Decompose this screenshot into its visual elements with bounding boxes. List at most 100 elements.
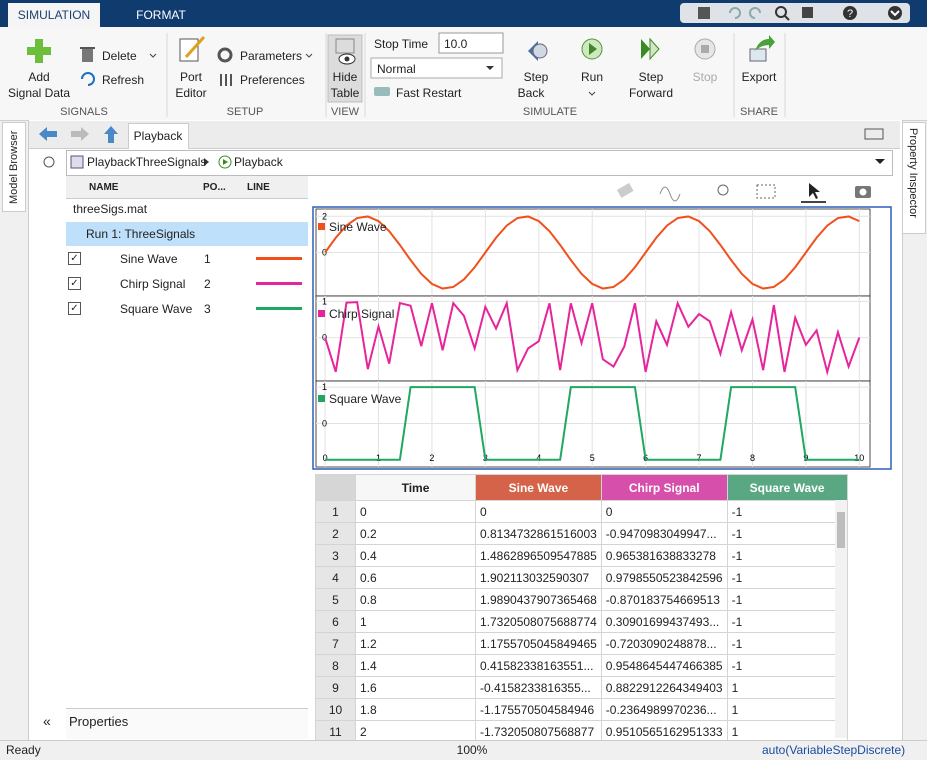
table-cell: 0.30901699437493...: [601, 611, 727, 633]
table-cell: 0: [356, 501, 476, 523]
table-row: 101.8-1.175570504584946-0.2364989970236.…: [316, 699, 848, 721]
table-cell: 0.41582338163551...: [476, 655, 602, 677]
table-cell: -1: [727, 545, 847, 567]
x-tick-label: 2: [429, 453, 434, 463]
row-index: 4: [316, 567, 356, 589]
table-cell: -0.2364989970236...: [601, 699, 727, 721]
table-row: 71.21.1755705045849465-0.7203090248878..…: [316, 633, 848, 655]
table-cell: -1: [727, 523, 847, 545]
line-style: [256, 282, 302, 285]
row-index: 2: [316, 523, 356, 545]
x-tick-label: 5: [590, 453, 595, 463]
table-cell: 1.1755705045849465: [476, 633, 602, 655]
signal-name[interactable]: Chirp Signal: [120, 277, 185, 291]
table-cell: -1: [727, 589, 847, 611]
table-cell: 1: [727, 699, 847, 721]
legend-label: Chirp Signal: [329, 307, 394, 321]
table-cell: 0.9548645447466385: [601, 655, 727, 677]
table-cell: 1.4862896509547885: [476, 545, 602, 567]
legend-label: Square Wave: [329, 392, 402, 406]
row-index: 5: [316, 589, 356, 611]
table-cell: -1: [727, 567, 847, 589]
table-row: 20.20.8134732861516003-0.9470983049947..…: [316, 523, 848, 545]
table-cell: 0: [601, 501, 727, 523]
table-cell: 0: [476, 501, 602, 523]
legend-swatch: [318, 223, 325, 230]
table-cell: 1.7320508075688774: [476, 611, 602, 633]
scrollbar[interactable]: [835, 500, 847, 738]
table-cell: 1.9890437907365468: [476, 589, 602, 611]
table-cell: -0.7203090248878...: [601, 633, 727, 655]
signal-name[interactable]: Square Wave: [120, 302, 192, 316]
checkbox[interactable]: ✓: [68, 302, 81, 315]
table-row: 611.73205080756887740.30901699437493...-…: [316, 611, 848, 633]
table-cell: 0.9798550523842596: [601, 567, 727, 589]
table-cell: -1.175570504584946: [476, 699, 602, 721]
table-cell: -1: [727, 655, 847, 677]
data-table: TimeSine WaveChirp SignalSquare Wave 100…: [315, 474, 848, 743]
properties-label[interactable]: Properties: [69, 715, 128, 729]
table-cell: -1: [727, 611, 847, 633]
status-solver[interactable]: auto(VariableStepDiscrete): [762, 743, 905, 757]
index-header: [316, 475, 356, 501]
row-index: 8: [316, 655, 356, 677]
line-style: [256, 257, 302, 260]
column-header[interactable]: Sine Wave: [476, 475, 602, 501]
table-cell: 0.965381638833278: [601, 545, 727, 567]
x-tick-label: 0: [323, 453, 328, 463]
table-cell: 0.8822912264349403: [601, 677, 727, 699]
table-cell: -0.870183754669513: [601, 589, 727, 611]
table-row: 1000-1: [316, 501, 848, 523]
legend-swatch: [318, 310, 325, 317]
table-cell: -0.9470983049947...: [601, 523, 727, 545]
status-zoom: 100%: [457, 743, 488, 757]
legend-swatch: [318, 395, 325, 402]
row-index: 1: [316, 501, 356, 523]
signal-name[interactable]: Sine Wave: [120, 252, 178, 266]
legend-label: Sine Wave: [329, 220, 387, 234]
signal-port: 1: [204, 252, 211, 266]
status-text: Ready: [6, 743, 41, 757]
row-index: 6: [316, 611, 356, 633]
table-cell: 1: [356, 611, 476, 633]
row-index: 7: [316, 633, 356, 655]
table-cell: 0.8134732861516003: [476, 523, 602, 545]
table-row: 50.81.9890437907365468-0.870183754669513…: [316, 589, 848, 611]
y-tick-label: 2: [322, 211, 327, 221]
x-tick-label: 4: [536, 453, 541, 463]
table-row: 81.40.41582338163551...0.954864544746638…: [316, 655, 848, 677]
x-tick-label: 7: [697, 453, 702, 463]
table-cell: -1: [727, 501, 847, 523]
table-cell: -0.4158233816355...: [476, 677, 602, 699]
row-index: 3: [316, 545, 356, 567]
table-cell: -1: [727, 633, 847, 655]
column-header[interactable]: Square Wave: [727, 475, 847, 501]
table-cell: 1.2: [356, 633, 476, 655]
checkbox[interactable]: ✓: [68, 252, 81, 265]
table-cell: 1.902113032590307: [476, 567, 602, 589]
line-style: [256, 307, 302, 310]
column-header[interactable]: Time: [356, 475, 476, 501]
row-index: 10: [316, 699, 356, 721]
x-tick-label: 10: [854, 453, 864, 463]
x-tick-label: 1: [376, 453, 381, 463]
checkbox[interactable]: ✓: [68, 277, 81, 290]
table-cell: 0.4: [356, 545, 476, 567]
table-cell: 0.8: [356, 589, 476, 611]
table-row: 91.6-0.4158233816355...0.882291226434940…: [316, 677, 848, 699]
table-cell: 0.2: [356, 523, 476, 545]
table-cell: 1.6: [356, 677, 476, 699]
x-tick-label: 8: [750, 453, 755, 463]
y-tick-label: 0: [322, 418, 327, 428]
column-header[interactable]: Chirp Signal: [601, 475, 727, 501]
table-row: 30.41.48628965095478850.965381638833278-…: [316, 545, 848, 567]
table-cell: 1.4: [356, 655, 476, 677]
table-cell: 1: [727, 677, 847, 699]
signal-port: 3: [204, 302, 211, 316]
y-tick-label: 1: [322, 296, 327, 306]
collapse-icon[interactable]: «: [43, 714, 51, 728]
table-row: 40.61.9021130325903070.9798550523842596-…: [316, 567, 848, 589]
table-cell: 0.6: [356, 567, 476, 589]
table-cell: 1.8: [356, 699, 476, 721]
plot-panel: 02Sine Wave01Chirp Signal01234567891001S…: [0, 0, 927, 472]
